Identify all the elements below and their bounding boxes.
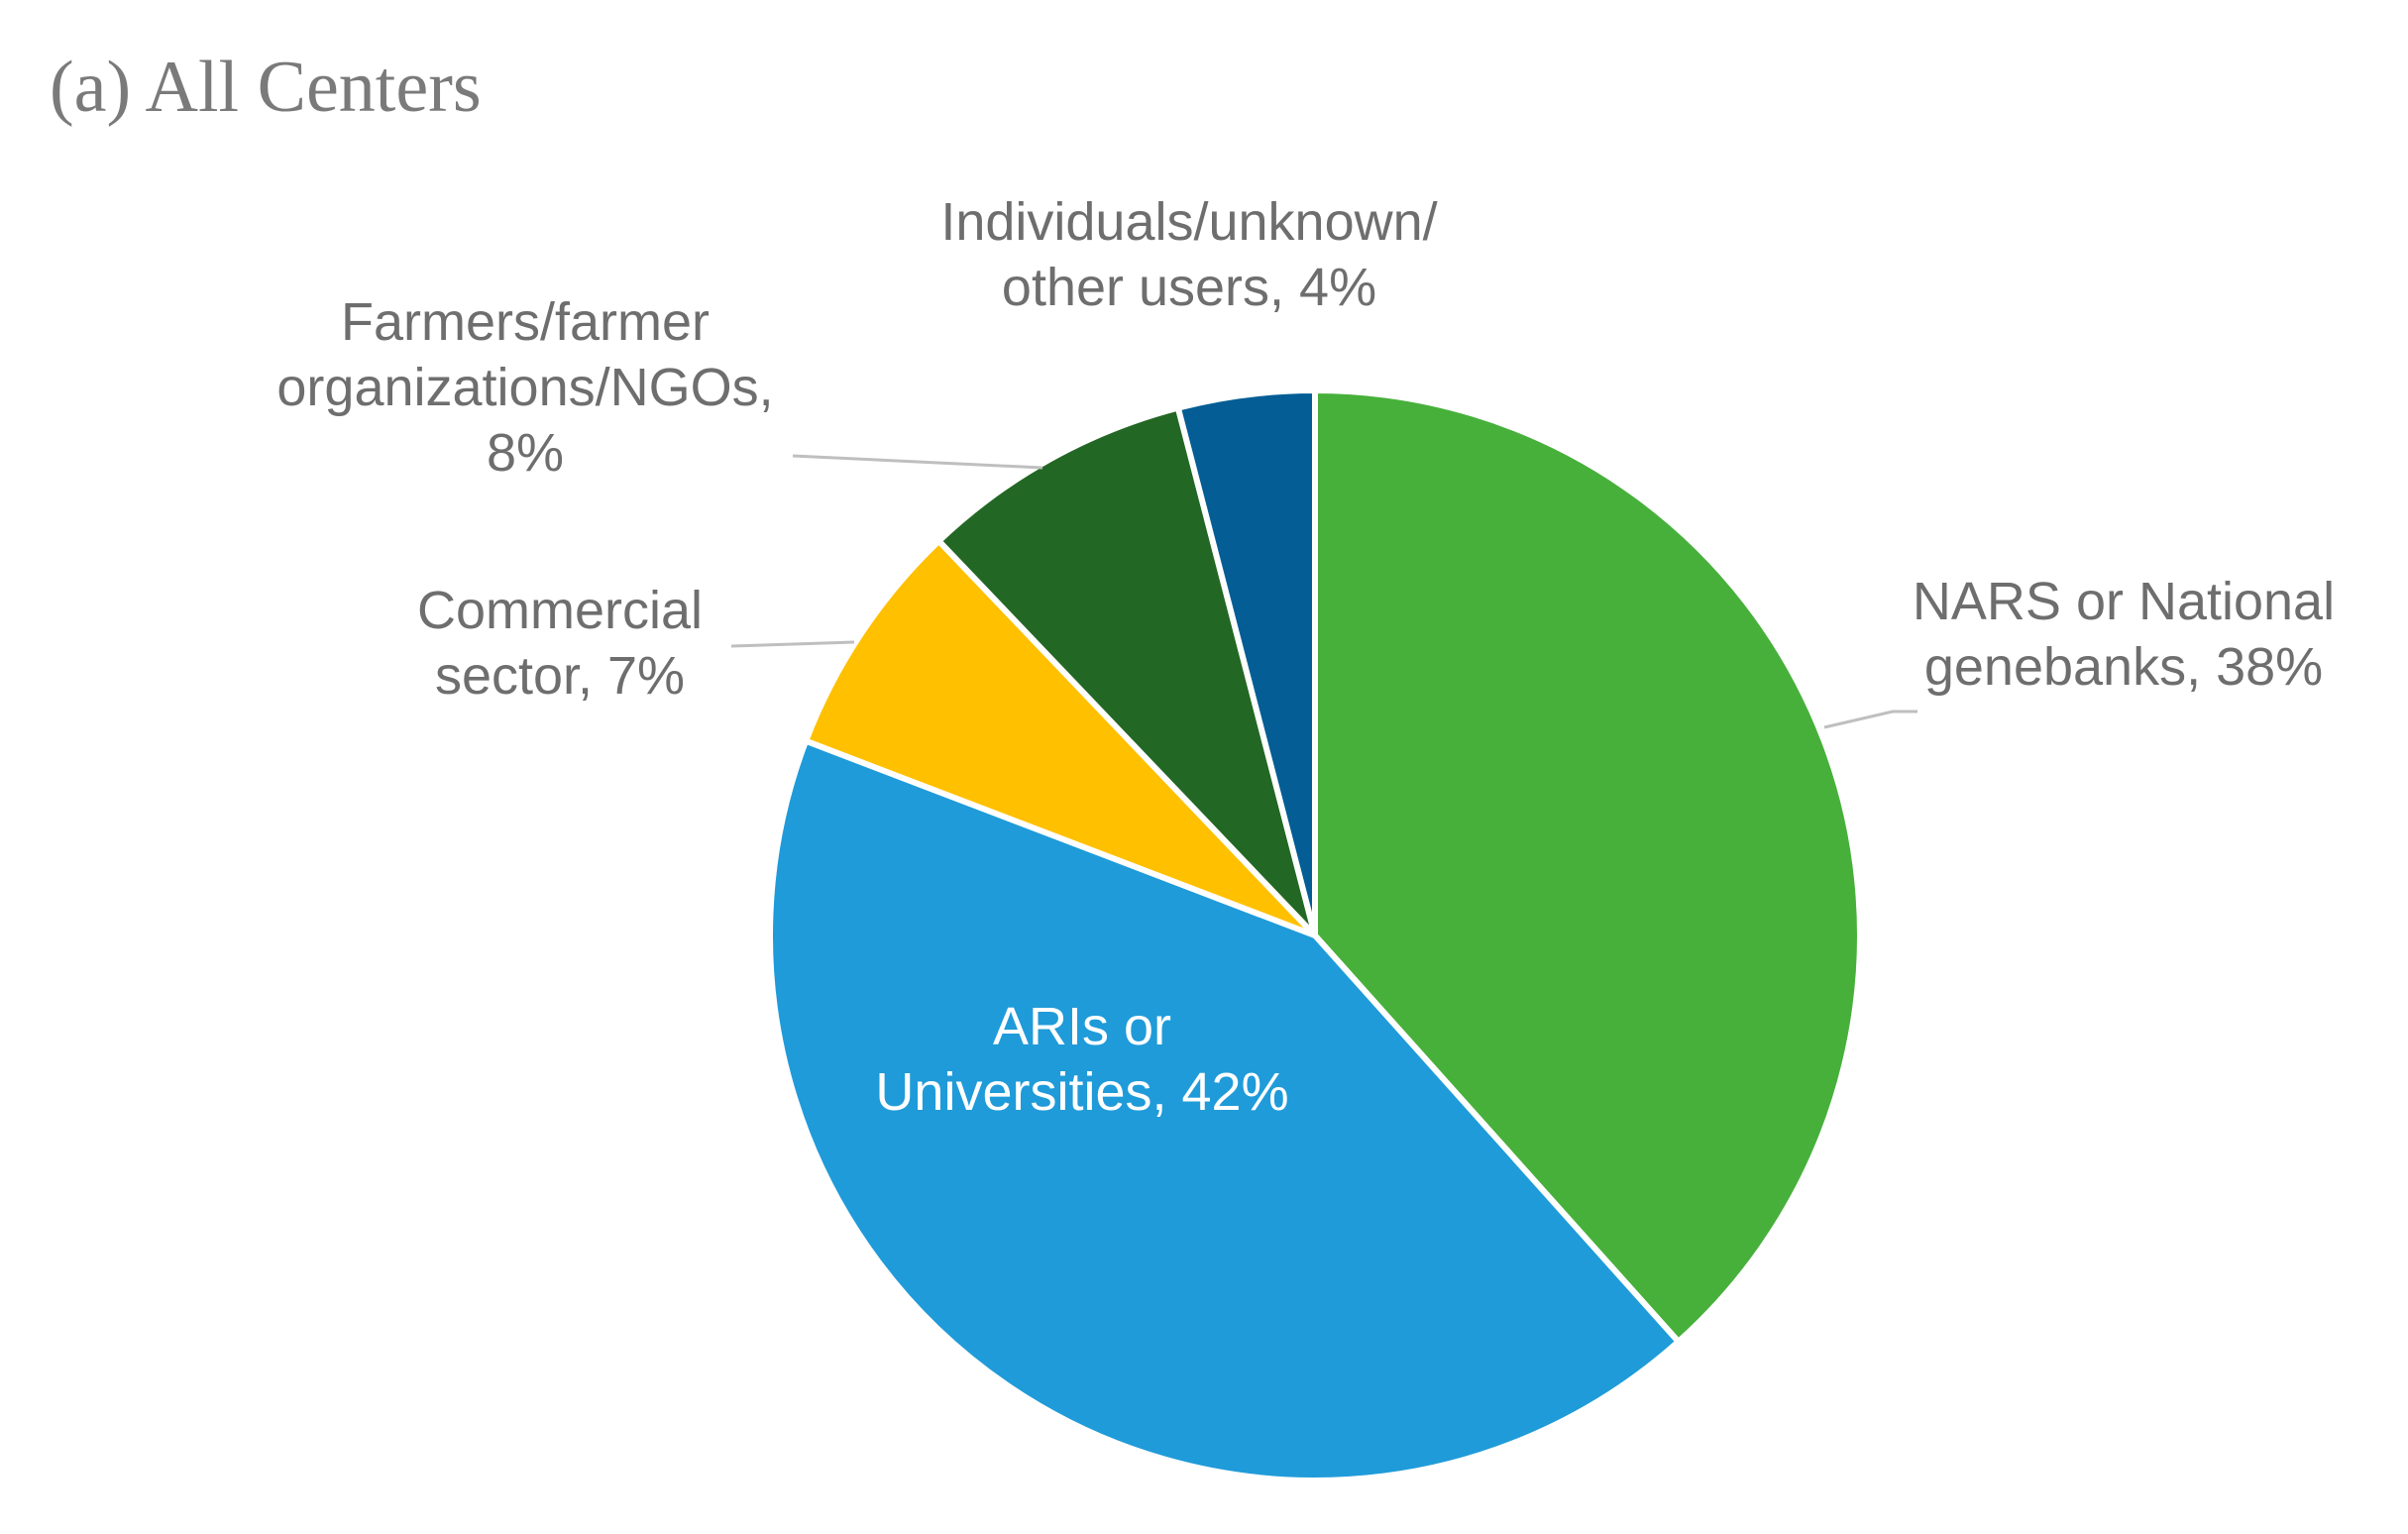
data-label-line: ARIs or: [993, 997, 1171, 1056]
data-label-nars-or-national-genebanks: NARS or National genebanks, 38%: [1913, 572, 2335, 697]
data-label-farmers-farmer-organizations-ngos: Farmers/farmer organizations/NGOs, 8%: [276, 292, 773, 483]
data-label-line: Individuals/unknown/: [940, 192, 1437, 252]
chart-title: (a) All Centers: [50, 47, 482, 128]
leader-line-farmers-farmer-organizations-ngos: [792, 454, 1043, 470]
pie-slice-farmers-farmer-organizations-ngos: [935, 404, 1318, 938]
data-label-line: 8%: [487, 423, 564, 483]
data-label-line: organizations/NGOs,: [276, 358, 773, 417]
data-label-aris-or-universities: ARIs or Universities, 42%: [875, 997, 1288, 1122]
data-label-commercial-sector: Commercial sector, 7%: [417, 581, 703, 706]
data-label-individuals-unknown-other-users: Individuals/unknown/other users, 4%: [940, 192, 1437, 317]
leader-line-nars-or-national-genebanks: [1823, 710, 1917, 729]
data-label-line: Commercial: [417, 581, 703, 640]
data-label-line: Farmers/farmer: [341, 292, 710, 352]
pie-slice-commercial-sector: [803, 537, 1318, 938]
data-label-line: sector, 7%: [435, 646, 685, 706]
pie-slice-aris-or-universities: [767, 737, 1682, 1483]
leader-line-commercial-sector: [730, 640, 855, 648]
data-label-line: genebanks, 38%: [1924, 637, 2323, 697]
data-label-line: Universities, 42%: [875, 1062, 1288, 1122]
data-label-line: NARS or National: [1913, 572, 2335, 631]
pie-slice-individuals-unknown-other-users: [1174, 387, 1318, 938]
data-label-line: other users, 4%: [1002, 258, 1376, 317]
pie-slice-nars-or-national-genebanks: [1312, 387, 1863, 1345]
